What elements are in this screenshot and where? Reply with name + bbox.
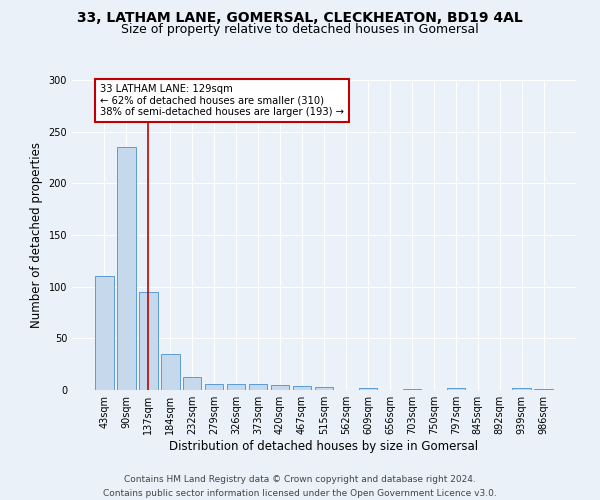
Bar xyxy=(293,386,311,390)
Bar xyxy=(117,147,136,390)
X-axis label: Distribution of detached houses by size in Gomersal: Distribution of detached houses by size … xyxy=(169,440,479,453)
Text: 33 LATHAM LANE: 129sqm
← 62% of detached houses are smaller (310)
38% of semi-de: 33 LATHAM LANE: 129sqm ← 62% of detached… xyxy=(100,84,344,117)
Bar xyxy=(183,376,202,390)
Text: 33, LATHAM LANE, GOMERSAL, CLECKHEATON, BD19 4AL: 33, LATHAM LANE, GOMERSAL, CLECKHEATON, … xyxy=(77,11,523,25)
Text: Contains HM Land Registry data © Crown copyright and database right 2024.
Contai: Contains HM Land Registry data © Crown c… xyxy=(103,476,497,498)
Bar xyxy=(446,388,465,390)
Y-axis label: Number of detached properties: Number of detached properties xyxy=(30,142,43,328)
Bar xyxy=(95,276,113,390)
Bar xyxy=(359,388,377,390)
Bar xyxy=(314,387,334,390)
Bar xyxy=(271,385,289,390)
Bar xyxy=(205,384,223,390)
Bar xyxy=(512,388,531,390)
Bar xyxy=(403,389,421,390)
Bar xyxy=(139,292,158,390)
Bar xyxy=(249,384,268,390)
Bar xyxy=(535,389,553,390)
Text: Size of property relative to detached houses in Gomersal: Size of property relative to detached ho… xyxy=(121,22,479,36)
Bar xyxy=(227,384,245,390)
Bar xyxy=(161,354,179,390)
